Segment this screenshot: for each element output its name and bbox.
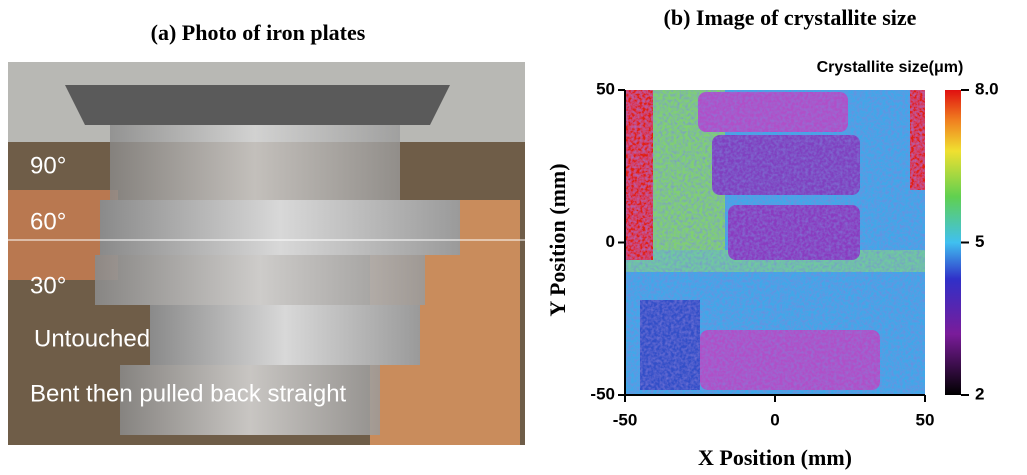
photo-label: 90° [30, 152, 66, 179]
photo-label: 60° [30, 208, 66, 235]
x-tick-label: 50 [916, 410, 935, 429]
y-tick-label: 50 [596, 79, 615, 98]
x-tick-label: 0 [770, 410, 779, 429]
x-tick-label: -50 [613, 410, 638, 429]
heatmap-image [625, 90, 925, 395]
colorbar-tick-label: 5 [975, 232, 984, 251]
colorbar-tick-label: 8.0 [975, 79, 999, 98]
photo-label: 30° [30, 272, 66, 299]
y-axis-label: Y Position (mm) [545, 163, 570, 316]
photo-title: (a) Photo of iron plates [151, 20, 366, 45]
photo-label: Untouched [34, 325, 150, 352]
x-axis-label: X Position (mm) [698, 445, 852, 470]
chart-title: (b) Image of crystallite size [664, 5, 917, 30]
colorbar-tick-label: 2 [975, 384, 984, 403]
figure: (a) Photo of iron plates 90° 60° 30° Unt… [0, 0, 1027, 475]
photo-label: Bent then pulled back straight [30, 380, 347, 407]
y-tick-label: -50 [590, 384, 615, 403]
colorbar-label: Crystallite size(μm) [817, 59, 964, 76]
colorbar [945, 90, 961, 395]
y-tick-label: 0 [606, 232, 615, 251]
